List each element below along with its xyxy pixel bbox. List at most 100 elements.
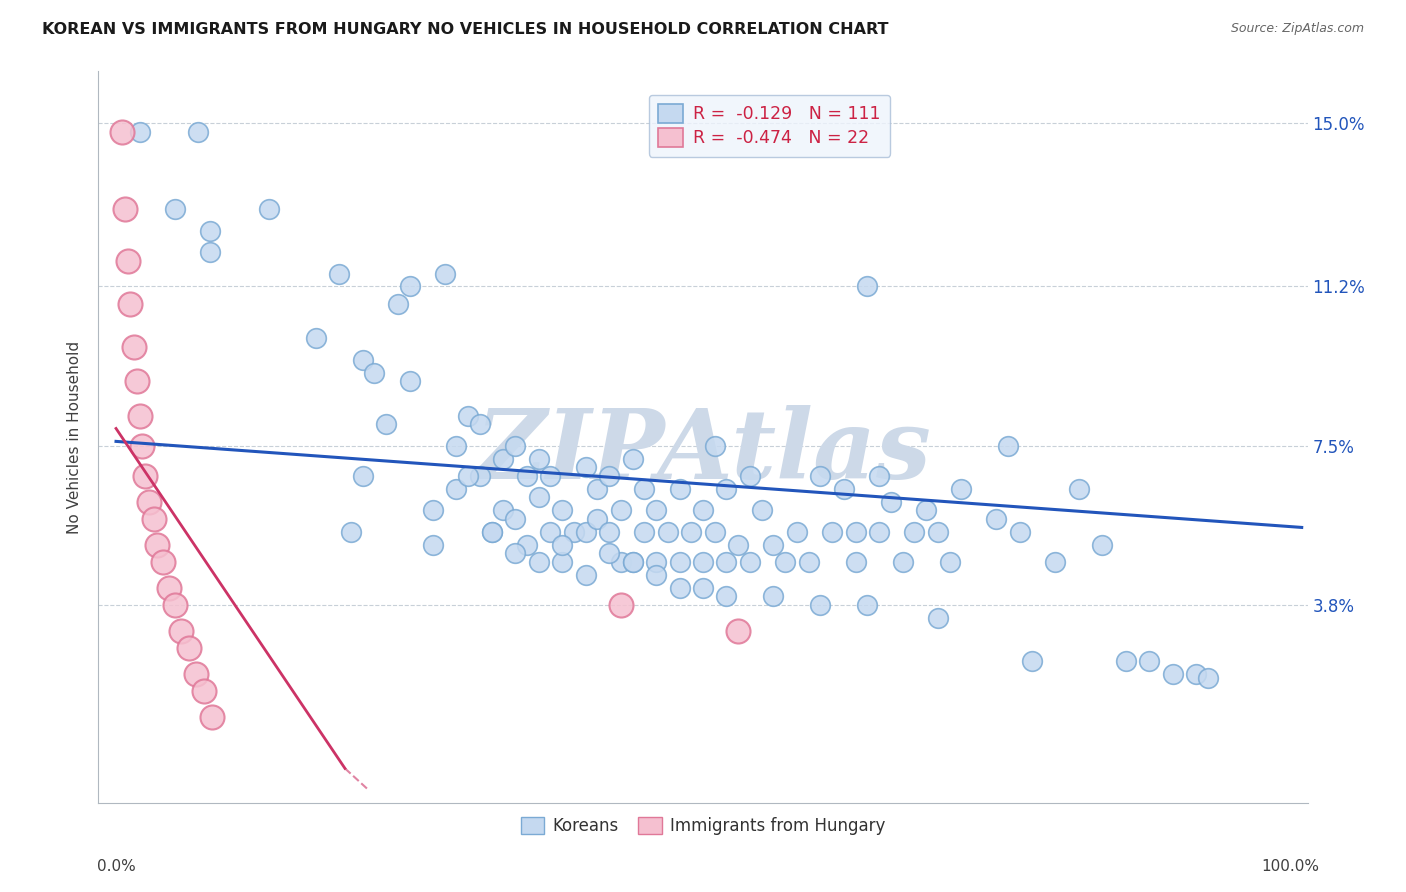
Point — [703, 524, 725, 539]
Point — [257, 202, 280, 216]
Point — [927, 524, 949, 539]
Point — [551, 538, 574, 552]
Point — [716, 555, 738, 569]
Point — [134, 468, 156, 483]
Point — [169, 624, 191, 638]
Point — [114, 202, 136, 216]
Point — [610, 555, 633, 569]
Point — [352, 468, 374, 483]
Point — [352, 352, 374, 367]
Point — [562, 524, 585, 539]
Point — [938, 555, 960, 569]
Point — [152, 555, 174, 569]
Point — [201, 710, 224, 724]
Point — [163, 598, 186, 612]
Point — [138, 494, 160, 508]
Point — [762, 589, 785, 603]
Point — [856, 598, 879, 612]
Point — [198, 223, 221, 237]
Point — [681, 524, 703, 539]
Point — [868, 468, 890, 483]
Text: 100.0%: 100.0% — [1261, 859, 1319, 874]
Point — [142, 512, 165, 526]
Point — [527, 555, 550, 569]
Point — [1185, 666, 1208, 681]
Point — [122, 340, 145, 354]
Point — [184, 666, 207, 681]
Point — [328, 267, 350, 281]
Point — [163, 202, 186, 216]
Point — [1043, 555, 1066, 569]
Point — [997, 439, 1019, 453]
Point — [551, 503, 574, 517]
Point — [610, 598, 633, 612]
Point — [422, 503, 444, 517]
Point — [457, 468, 479, 483]
Point — [551, 555, 574, 569]
Point — [621, 555, 644, 569]
Point — [492, 451, 515, 466]
Point — [598, 468, 620, 483]
Text: 0.0%: 0.0% — [97, 859, 135, 874]
Point — [808, 598, 831, 612]
Point — [868, 524, 890, 539]
Point — [738, 468, 761, 483]
Point — [120, 296, 142, 310]
Point — [131, 439, 153, 453]
Point — [668, 555, 690, 569]
Point — [950, 482, 973, 496]
Point — [198, 245, 221, 260]
Point — [845, 524, 868, 539]
Point — [1137, 654, 1160, 668]
Point — [845, 555, 868, 569]
Point — [516, 468, 538, 483]
Point — [598, 546, 620, 560]
Point — [808, 468, 831, 483]
Point — [716, 589, 738, 603]
Point — [797, 555, 820, 569]
Point — [1021, 654, 1043, 668]
Point — [1115, 654, 1137, 668]
Point — [645, 503, 668, 517]
Point — [304, 331, 326, 345]
Point — [727, 538, 749, 552]
Point — [481, 524, 503, 539]
Text: KOREAN VS IMMIGRANTS FROM HUNGARY NO VEHICLES IN HOUSEHOLD CORRELATION CHART: KOREAN VS IMMIGRANTS FROM HUNGARY NO VEH… — [42, 22, 889, 37]
Point — [503, 546, 526, 560]
Point — [340, 524, 363, 539]
Point — [146, 538, 169, 552]
Point — [398, 374, 420, 388]
Point — [586, 482, 609, 496]
Point — [492, 503, 515, 517]
Point — [621, 451, 644, 466]
Point — [633, 524, 655, 539]
Point — [657, 524, 679, 539]
Point — [751, 503, 773, 517]
Point — [727, 624, 749, 638]
Point — [575, 567, 598, 582]
Point — [832, 482, 855, 496]
Point — [821, 524, 844, 539]
Legend: Koreans, Immigrants from Hungary: Koreans, Immigrants from Hungary — [513, 811, 893, 842]
Point — [692, 503, 714, 517]
Point — [575, 524, 598, 539]
Point — [621, 555, 644, 569]
Point — [193, 684, 215, 698]
Point — [177, 640, 200, 655]
Point — [738, 555, 761, 569]
Point — [1008, 524, 1031, 539]
Point — [503, 512, 526, 526]
Point — [598, 524, 620, 539]
Point — [762, 538, 785, 552]
Point — [363, 366, 385, 380]
Point — [645, 555, 668, 569]
Text: Source: ZipAtlas.com: Source: ZipAtlas.com — [1230, 22, 1364, 36]
Point — [1067, 482, 1090, 496]
Point — [187, 125, 209, 139]
Point — [157, 581, 180, 595]
Point — [481, 524, 503, 539]
Point — [375, 417, 398, 432]
Point — [575, 460, 598, 475]
Point — [111, 125, 134, 139]
Point — [716, 482, 738, 496]
